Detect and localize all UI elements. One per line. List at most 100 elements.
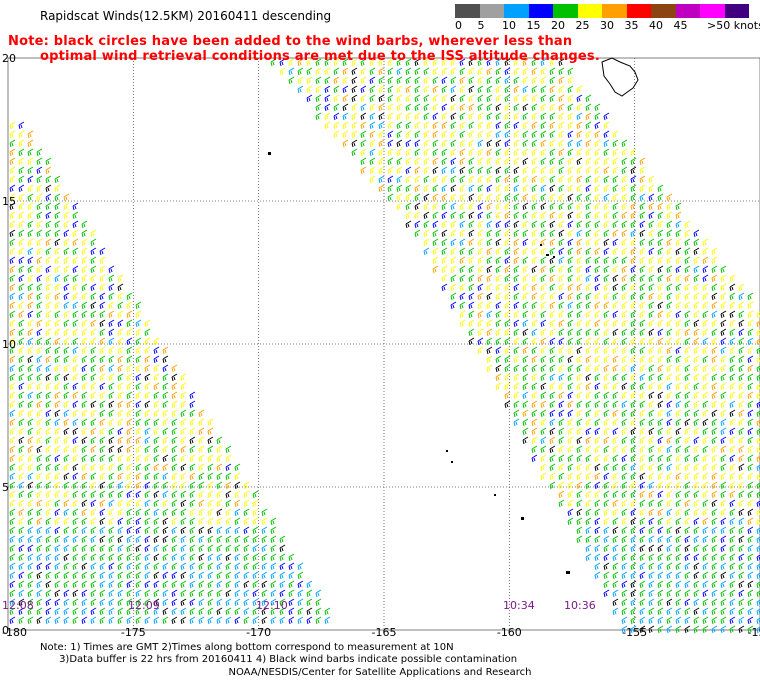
wind-barb: [657, 301, 664, 310]
wind-barb: [144, 481, 151, 490]
wind-barb: [639, 436, 646, 445]
wind-barb: [18, 508, 25, 517]
wind-barb: [378, 112, 385, 121]
wind-barb: [540, 454, 547, 463]
wind-barb: [603, 382, 610, 391]
wind-barb: [693, 265, 700, 274]
wind-barb: [18, 490, 25, 499]
wind-barb: [81, 517, 88, 526]
wind-barb: [27, 580, 34, 589]
wind-barb: [126, 544, 133, 553]
wind-barb: [486, 148, 493, 157]
wind-barb: [171, 364, 178, 373]
wind-barb: [45, 508, 52, 517]
wind-barb: [621, 247, 628, 256]
wind-barb: [81, 598, 88, 607]
wind-barb: [378, 139, 385, 148]
wind-barb: [720, 526, 727, 535]
wind-barb: [90, 364, 97, 373]
wind-barb: [720, 382, 727, 391]
wind-barb: [153, 436, 160, 445]
wind-barb: [63, 418, 70, 427]
wind-barb: [432, 265, 439, 274]
wind-barb: [63, 346, 70, 355]
wind-barb: [666, 553, 673, 562]
wind-barb: [117, 409, 124, 418]
wind-barb: [531, 418, 538, 427]
wind-barb: [540, 436, 547, 445]
wind-barb: [468, 202, 475, 211]
wind-barb: [504, 229, 511, 238]
legend-tick-label: 25: [575, 19, 590, 32]
wind-barb: [108, 346, 115, 355]
wind-barb: [558, 256, 565, 265]
wind-barb: [639, 571, 646, 580]
wind-barb: [747, 319, 754, 328]
wind-barb: [234, 616, 241, 625]
wind-barb: [711, 463, 718, 472]
wind-barb: [531, 103, 538, 112]
wind-barb: [513, 274, 520, 283]
wind-barb: [639, 373, 646, 382]
wind-barb: [486, 202, 493, 211]
wind-barb: [162, 481, 169, 490]
wind-barb: [207, 454, 214, 463]
wind-barb: [594, 337, 601, 346]
wind-barb: [72, 544, 79, 553]
wind-barb: [477, 337, 484, 346]
latitude-label: 20: [2, 52, 16, 65]
wind-barb: [666, 616, 673, 625]
wind-barb: [387, 166, 394, 175]
wind-barb: [225, 463, 232, 472]
wind-barb: [612, 283, 619, 292]
wind-barb: [747, 328, 754, 337]
wind-barb: [171, 571, 178, 580]
wind-barb: [594, 409, 601, 418]
wind-barb: [126, 508, 133, 517]
wind-barb: [585, 526, 592, 535]
wind-barb: [252, 535, 259, 544]
wind-barb: [252, 544, 259, 553]
wind-barb: [180, 508, 187, 517]
wind-barb: [189, 436, 196, 445]
wind-barb: [477, 193, 484, 202]
wind-barb: [594, 355, 601, 364]
wind-barb: [666, 535, 673, 544]
wind-barb: [162, 445, 169, 454]
wind-barb: [612, 148, 619, 157]
wind-barb: [747, 454, 754, 463]
wind-barb: [495, 148, 502, 157]
wind-barb: [684, 220, 691, 229]
wind-barb: [630, 373, 637, 382]
wind-barb: [612, 130, 619, 139]
wind-barb: [144, 526, 151, 535]
wind-barb: [108, 283, 115, 292]
wind-barb: [657, 184, 664, 193]
wind-barb: [531, 94, 538, 103]
wind-barb: [243, 508, 250, 517]
wind-barb: [27, 148, 34, 157]
wind-barb: [513, 292, 520, 301]
wind-barb: [171, 490, 178, 499]
wind-barb: [666, 418, 673, 427]
wind-barb: [720, 454, 727, 463]
wind-barb: [36, 220, 43, 229]
wind-barb: [9, 364, 16, 373]
wind-barb: [486, 76, 493, 85]
wind-barb: [729, 274, 736, 283]
wind-barb: [576, 229, 583, 238]
wind-barb: [675, 553, 682, 562]
wind-barb: [153, 571, 160, 580]
wind-barb: [81, 472, 88, 481]
wind-barb: [360, 76, 367, 85]
wind-barb: [54, 184, 61, 193]
wind-barb: [216, 499, 223, 508]
wind-barb: [54, 454, 61, 463]
wind-barb: [99, 589, 106, 598]
wind-barb: [135, 391, 142, 400]
wind-barb: [36, 247, 43, 256]
wind-barb: [36, 571, 43, 580]
wind-barb: [549, 139, 556, 148]
wind-barb: [450, 202, 457, 211]
wind-barb: [135, 598, 142, 607]
